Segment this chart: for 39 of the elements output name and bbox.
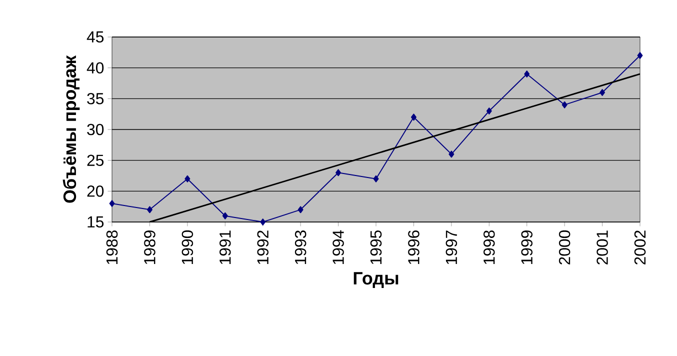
x-tick-label: 1990 bbox=[182, 230, 194, 264]
point bbox=[524, 70, 530, 78]
y-tick-label: 25 bbox=[87, 154, 104, 166]
y-tick-label: 20 bbox=[87, 186, 104, 197]
point bbox=[109, 200, 115, 207]
y-tick-label: 30 bbox=[87, 124, 104, 136]
point bbox=[448, 150, 454, 158]
y-tick-label: 15 bbox=[88, 216, 104, 228]
y-tick-label: 45 bbox=[86, 31, 104, 43]
point bbox=[600, 89, 606, 96]
x-tick-label: 2000 bbox=[558, 230, 570, 264]
x-tick-label: 1999 bbox=[521, 230, 533, 264]
x-tick-label: 1995 bbox=[370, 230, 382, 264]
x-tick-label: 1993 bbox=[294, 230, 306, 264]
y-axis-title: Объёмы продаж bbox=[62, 55, 80, 203]
point bbox=[336, 169, 342, 176]
x-tick-label: 2001 bbox=[596, 230, 608, 264]
point bbox=[260, 218, 266, 226]
x-tick-label: 1994 bbox=[332, 230, 344, 264]
x-tick-label: 1998 bbox=[484, 230, 495, 264]
x-tick-label: 1989 bbox=[144, 230, 156, 264]
y-tick-label: 35 bbox=[87, 93, 104, 104]
point bbox=[146, 206, 152, 214]
point bbox=[637, 52, 643, 59]
point bbox=[486, 108, 492, 114]
x-tick-label: 2002 bbox=[634, 230, 646, 264]
point bbox=[373, 175, 379, 182]
point bbox=[410, 114, 416, 121]
point bbox=[562, 101, 568, 108]
x-tick-label: 1992 bbox=[257, 230, 269, 264]
point bbox=[222, 212, 228, 220]
x-tick-label: 1991 bbox=[220, 230, 231, 264]
x-axis-title: Годы bbox=[354, 272, 398, 288]
x-tick-label: 1997 bbox=[446, 230, 458, 264]
point bbox=[298, 206, 304, 214]
x-tick-label: 1996 bbox=[408, 230, 420, 264]
y-tick-label: 40 bbox=[86, 62, 104, 74]
x-tick-label: 1988 bbox=[106, 230, 118, 264]
point bbox=[184, 175, 190, 182]
